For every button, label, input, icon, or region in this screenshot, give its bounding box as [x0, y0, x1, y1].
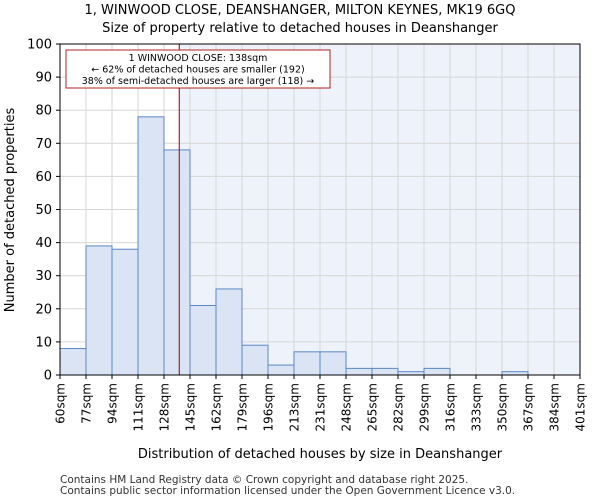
chart-subtitle: Size of property relative to detached ho… [102, 21, 498, 36]
footer-line-2: Contains public sector information licen… [60, 485, 515, 497]
x-tick-label: 367sqm [522, 383, 536, 431]
bar [319, 351, 347, 376]
chart-title: 1, WINWOOD CLOSE, DEANSHANGER, MILTON KE… [85, 3, 516, 18]
bar [293, 351, 321, 376]
bar [137, 116, 165, 376]
y-tick-label: 0 [44, 369, 52, 384]
bar [215, 288, 243, 376]
x-axis-ticks: 60sqm 77sqm 94sqm 111sqm 128sqm 145sqm 162sqm 1… [54, 375, 588, 431]
x-tick-label: 384sqm [548, 383, 562, 431]
y-axis-ticks: 0 10 20 30 40 50 60 70 80 90 100 [27, 38, 60, 384]
bar [85, 245, 113, 376]
x-tick-label: 231sqm [314, 383, 328, 431]
x-tick-label: 111sqm [132, 383, 146, 431]
y-tick-label: 30 [35, 269, 52, 284]
x-tick-label: 333sqm [470, 383, 484, 431]
x-tick-label: 248sqm [340, 383, 354, 431]
y-tick-label: 40 [35, 236, 52, 251]
annotation-line-2: ← 62% of detached houses are smaller (19… [91, 65, 304, 76]
x-tick-label: 316sqm [444, 383, 458, 431]
bar [345, 367, 373, 376]
bar [111, 248, 139, 376]
x-tick-label: 94sqm [106, 383, 120, 424]
y-axis-label: Number of detached properties [3, 108, 18, 313]
x-tick-label: 350sqm [496, 383, 510, 431]
bars [59, 116, 529, 376]
x-tick-label: 213sqm [288, 383, 302, 431]
bar [241, 344, 269, 376]
y-tick-label: 60 [35, 170, 52, 185]
y-tick-label: 20 [35, 302, 52, 317]
annotation-box: 1 WINWOOD CLOSE: 138sqm ← 62% of detache… [65, 49, 331, 89]
footer-line-1: Contains HM Land Registry data © Crown c… [60, 474, 468, 486]
bar [59, 348, 87, 376]
x-axis-label: Distribution of detached houses by size … [138, 447, 503, 462]
bar [371, 367, 399, 376]
x-tick-label: 128sqm [158, 383, 172, 431]
x-tick-label: 179sqm [236, 383, 250, 431]
annotation-line-3: 38% of semi-detached houses are larger (… [82, 76, 315, 87]
x-tick-label: 282sqm [392, 383, 406, 431]
y-tick-label: 90 [35, 71, 52, 86]
y-tick-label: 70 [35, 137, 52, 152]
x-tick-label: 196sqm [262, 383, 276, 431]
annotation-line-1: 1 WINWOOD CLOSE: 138sqm [129, 53, 268, 64]
x-tick-label: 265sqm [366, 383, 380, 431]
bar [267, 364, 295, 376]
x-tick-label: 145sqm [184, 383, 198, 431]
bar [163, 149, 191, 376]
x-tick-label: 162sqm [210, 383, 224, 431]
x-tick-label: 77sqm [80, 383, 94, 424]
y-tick-label: 50 [35, 203, 52, 218]
x-tick-label: 299sqm [418, 383, 432, 431]
y-tick-label: 100 [27, 38, 52, 53]
bar [189, 304, 217, 376]
x-tick-label: 60sqm [54, 383, 68, 424]
y-tick-label: 80 [35, 104, 52, 119]
x-tick-label: 401sqm [574, 383, 588, 431]
bar [423, 367, 451, 376]
y-tick-label: 10 [35, 335, 52, 350]
